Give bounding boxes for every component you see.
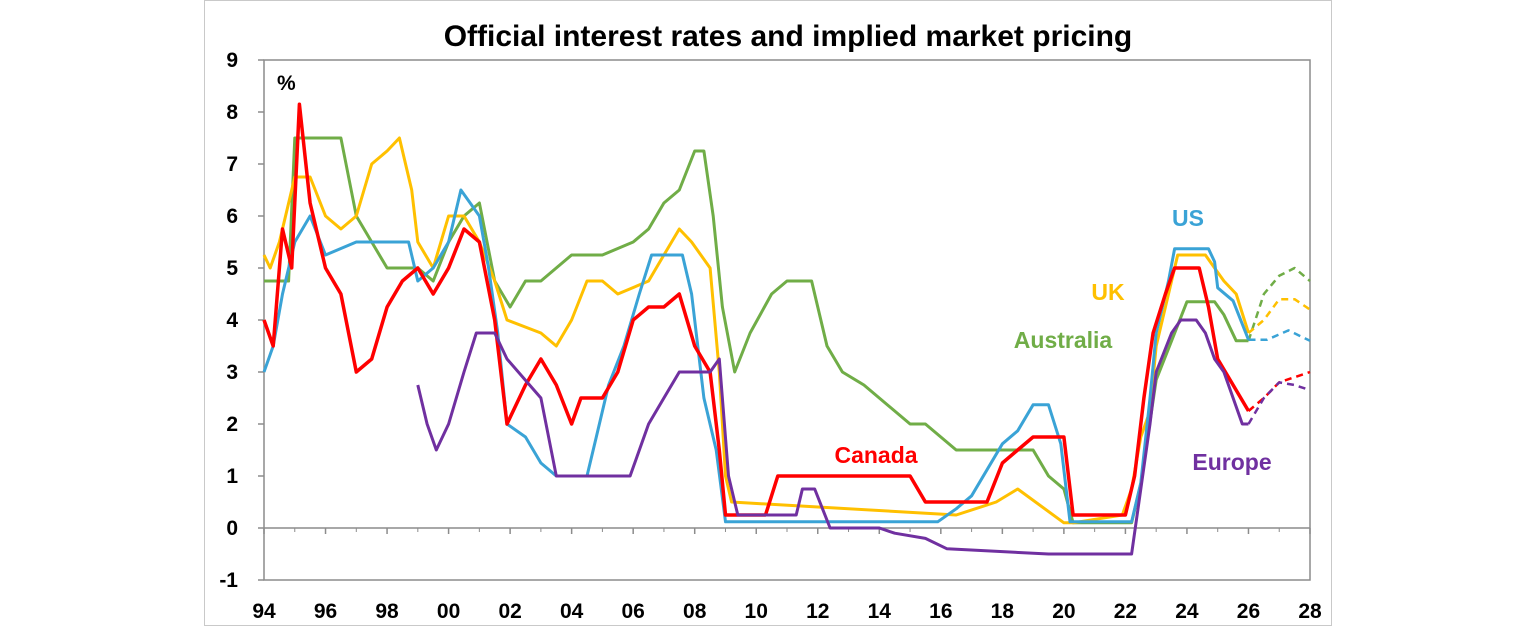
x-tick-label: 94 bbox=[252, 600, 276, 623]
x-tick-label: 26 bbox=[1237, 600, 1260, 623]
y-tick-label: 4 bbox=[226, 309, 238, 332]
chart-title: Official interest rates and implied mark… bbox=[444, 20, 1133, 53]
x-tick-label: 24 bbox=[1175, 600, 1199, 623]
y-tick-label: 5 bbox=[226, 257, 238, 280]
x-tick-label: 06 bbox=[621, 600, 644, 623]
x-tick-label: 20 bbox=[1052, 600, 1075, 623]
series-line-australia-implied bbox=[1247, 266, 1311, 342]
series-labels: US UK Australia Canada Europe bbox=[834, 205, 1271, 475]
x-tick-label: 18 bbox=[991, 600, 1015, 623]
x-tick-label: 98 bbox=[375, 600, 399, 623]
y-tick-label: 7 bbox=[226, 153, 238, 176]
chart-frame bbox=[204, 0, 1332, 626]
y-tick-label: 1 bbox=[226, 465, 238, 488]
y-tick-label: 8 bbox=[226, 101, 238, 124]
series-line-uk-implied bbox=[1247, 297, 1311, 334]
x-tick-label: 10 bbox=[745, 600, 768, 623]
series-label-canada: Canada bbox=[834, 442, 917, 468]
y-tick-label: 0 bbox=[226, 517, 238, 540]
x-tick-label: 14 bbox=[868, 600, 892, 623]
y-tick-label: 6 bbox=[226, 205, 238, 228]
y-tick-label: 2 bbox=[226, 413, 238, 436]
y-tick-label: -1 bbox=[219, 569, 238, 592]
y-tick-label: 9 bbox=[226, 49, 238, 72]
series-label-australia: Australia bbox=[1014, 327, 1113, 353]
series-line-us-implied bbox=[1248, 329, 1311, 342]
x-tick-label: 12 bbox=[806, 600, 829, 623]
series-label-us: US bbox=[1172, 205, 1204, 231]
x-tick-label: 02 bbox=[498, 600, 521, 623]
series-line-europe-implied bbox=[1247, 381, 1311, 425]
series-label-europe: Europe bbox=[1192, 449, 1271, 475]
x-tick-label: 22 bbox=[1114, 600, 1137, 623]
series-line-europe bbox=[416, 318, 1249, 556]
x-tick-label: 96 bbox=[314, 600, 337, 623]
x-tick-label: 04 bbox=[560, 600, 584, 623]
y-axis-unit: % bbox=[277, 72, 296, 95]
series-line-canada bbox=[262, 102, 1251, 517]
y-tick-label: 3 bbox=[226, 361, 238, 384]
series-layer bbox=[262, 102, 1311, 556]
series-label-uk: UK bbox=[1091, 279, 1125, 305]
x-tick-label: 28 bbox=[1298, 600, 1322, 623]
x-tick-label: 00 bbox=[437, 600, 460, 623]
x-tick-label: 16 bbox=[929, 600, 952, 623]
x-tick-label: 08 bbox=[683, 600, 707, 623]
